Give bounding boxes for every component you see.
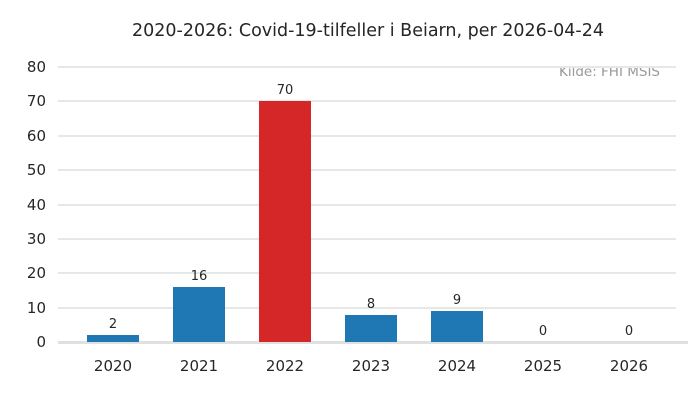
xtick-label-2021: 2021 (179, 357, 219, 375)
gridline-y70 (58, 100, 676, 103)
ytick-label-80: 80 (26, 58, 46, 76)
gridline-y80 (58, 66, 676, 68)
bar-value-label-2024: 9 (452, 293, 462, 309)
bar-2024 (431, 311, 483, 342)
bar-value-label-2026: 0 (624, 324, 634, 339)
bar-2020 (87, 335, 139, 342)
ytick-label-10: 10 (26, 298, 46, 317)
gridline-y60 (58, 134, 676, 137)
ytick-label-30: 30 (26, 229, 46, 248)
bar-value-label-2025: 0 (538, 324, 548, 339)
gridline-y20 (58, 272, 676, 275)
xtick-label-2026: 2026 (609, 357, 649, 375)
ytick-label-60: 60 (26, 126, 46, 145)
bar-2023 (345, 314, 397, 342)
gridline-y10 (58, 306, 676, 309)
xtick-label-2020: 2020 (93, 357, 133, 375)
gridline-y50 (58, 169, 676, 172)
xtick-label-2022: 2022 (265, 357, 305, 375)
bar-value-label-2023: 8 (366, 296, 376, 312)
ytick-label-50: 50 (26, 161, 46, 180)
ytick-label-0: 0 (36, 333, 46, 351)
gridline-y30 (58, 237, 676, 240)
bar-value-label-2020: 2 (108, 317, 118, 333)
bar-value-label-2021: 16 (190, 269, 208, 284)
ytick-label-20: 20 (26, 264, 46, 283)
source-note: Kilde: FHI MSIS (558, 64, 660, 80)
xtick-label-2025: 2025 (523, 357, 563, 375)
bar-2022 (259, 101, 311, 342)
xtick-label-2023: 2023 (351, 357, 391, 375)
bar-value-label-2022: 70 (276, 83, 294, 99)
gridline-y40 (58, 203, 676, 206)
chart-title: 2020-2026: Covid-19-tilfeller i Beiarn, … (132, 21, 604, 41)
bar-2021 (173, 287, 225, 342)
xtick-label-2024: 2024 (437, 357, 477, 375)
x-axis-line (58, 340, 688, 344)
ytick-label-40: 40 (26, 195, 46, 214)
ytick-label-70: 70 (26, 92, 46, 111)
